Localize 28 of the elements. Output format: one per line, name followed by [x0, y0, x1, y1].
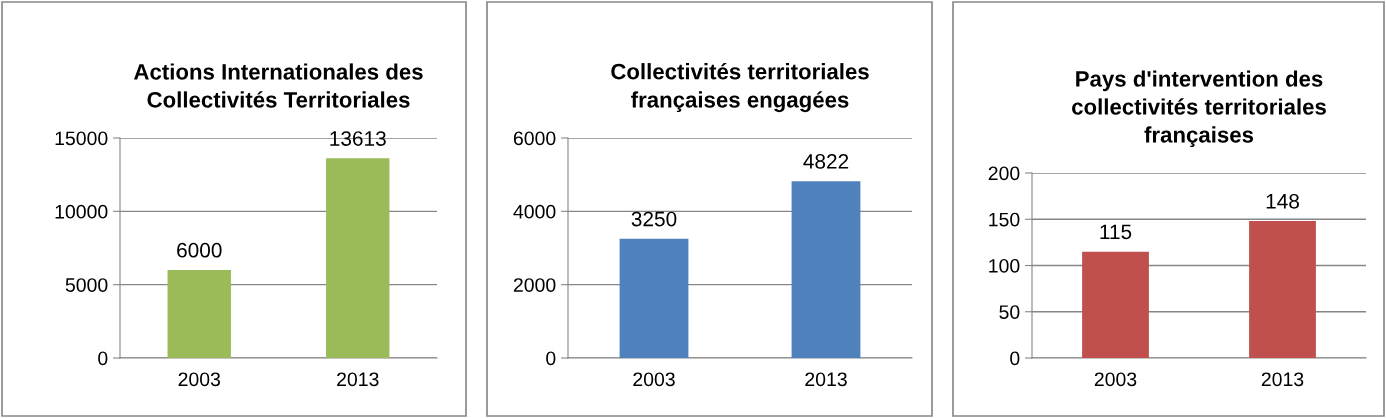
y-tick-label: 0	[1010, 351, 1020, 366]
x-tick-label: 2013	[337, 372, 379, 387]
x-tick-label: 2003	[178, 372, 221, 387]
y-tick-label: 2000	[513, 278, 556, 292]
y-tick-label: 15000	[55, 131, 108, 146]
x-tick-label: 2003	[1094, 372, 1137, 387]
y-tick-label: 200	[988, 166, 1020, 181]
data-label: 115	[1100, 224, 1132, 240]
x-tick-label: 2013	[805, 372, 847, 387]
y-tick-label: 4000	[513, 204, 556, 219]
x-tick-label: 2013	[1261, 372, 1304, 387]
chart-title: Collectivités territoriales françaises engagées	[611, 62, 869, 113]
data-label: 4822	[803, 153, 849, 169]
y-tick-label: 50	[999, 305, 1020, 319]
y-tick-label: 6000	[513, 131, 556, 146]
y-tick-label: 5000	[65, 278, 108, 292]
data-label: 3250	[631, 211, 677, 227]
data-label: 13613	[330, 131, 386, 146]
x-tick-label: 2003	[633, 372, 675, 387]
y-tick-label: 0	[98, 351, 108, 366]
chart-title: Pays d'intervention des collectivités territoriales françaises	[1072, 70, 1326, 148]
y-tick-label: 10000	[55, 204, 108, 219]
chart-title: Actions Internationales des Collectivités Territoriales	[133, 63, 423, 108]
y-tick-label: 100	[989, 258, 1020, 273]
y-tick-label: 150	[989, 212, 1020, 227]
data-label: 6000	[177, 242, 222, 258]
y-tick-label: 0	[546, 351, 556, 366]
data-label: 148	[1266, 193, 1299, 209]
